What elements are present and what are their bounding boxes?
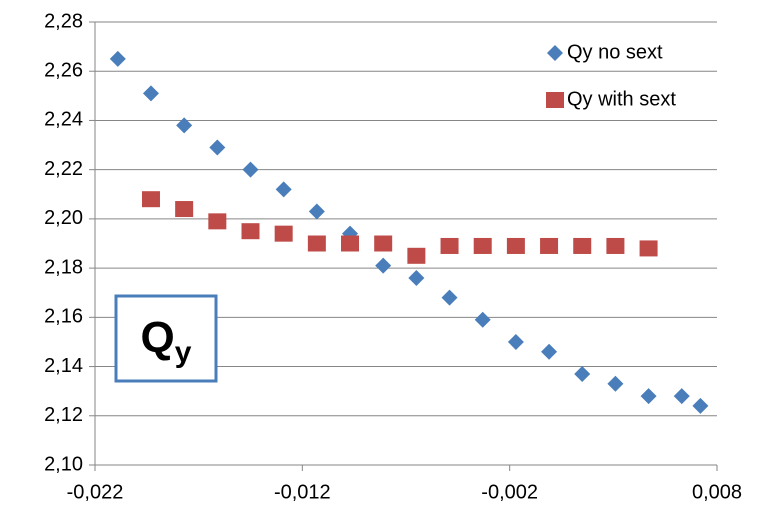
point bbox=[441, 289, 458, 306]
point bbox=[241, 223, 260, 240]
point bbox=[375, 257, 392, 274]
point bbox=[307, 235, 326, 252]
legend-marker bbox=[546, 92, 564, 108]
y-tick-label: 2,26 bbox=[44, 60, 83, 82]
legend-label: Qy no sext bbox=[567, 41, 663, 63]
point bbox=[175, 201, 194, 218]
point bbox=[506, 237, 525, 254]
y-tick-label: 2,16 bbox=[44, 306, 83, 328]
y-tick-label: 2,18 bbox=[44, 256, 83, 278]
annotation-box bbox=[114, 294, 218, 383]
annotation: Qy bbox=[141, 313, 192, 369]
point bbox=[440, 237, 459, 254]
x-tick-label: -0,012 bbox=[274, 481, 331, 503]
point bbox=[141, 191, 160, 208]
point bbox=[308, 203, 325, 220]
y-tick-label: 2,10 bbox=[44, 453, 83, 475]
point bbox=[574, 365, 591, 382]
point bbox=[540, 237, 559, 254]
point bbox=[408, 269, 425, 286]
x-tick-label: -0,002 bbox=[481, 481, 538, 503]
point bbox=[208, 213, 227, 230]
y-tick-label: 2,24 bbox=[44, 109, 83, 131]
point bbox=[275, 181, 292, 198]
point bbox=[692, 397, 709, 414]
point bbox=[606, 237, 625, 254]
point bbox=[573, 237, 592, 254]
point bbox=[673, 388, 690, 405]
legend-marker bbox=[547, 45, 563, 61]
point bbox=[407, 247, 426, 264]
y-tick-label: 2,28 bbox=[44, 10, 83, 32]
x-tick-label: -0,022 bbox=[67, 481, 124, 503]
point bbox=[473, 237, 492, 254]
y-tick-label: 2,22 bbox=[44, 158, 83, 180]
point bbox=[639, 240, 658, 257]
point bbox=[341, 235, 360, 252]
legend-label: Qy with sext bbox=[567, 88, 676, 110]
point bbox=[607, 375, 624, 392]
point bbox=[507, 333, 524, 350]
point bbox=[640, 388, 657, 405]
point bbox=[541, 343, 558, 360]
y-tick-label: 2,20 bbox=[44, 207, 83, 229]
point bbox=[274, 225, 293, 242]
point bbox=[209, 139, 226, 156]
point bbox=[374, 235, 393, 252]
point bbox=[142, 85, 159, 102]
point bbox=[242, 161, 259, 178]
point bbox=[176, 117, 193, 134]
point bbox=[474, 311, 491, 328]
annotation-main: Q bbox=[141, 313, 175, 362]
y-tick-label: 2,12 bbox=[44, 404, 83, 426]
point bbox=[109, 50, 126, 67]
y-tick-label: 2,14 bbox=[44, 355, 83, 377]
annotation-subscript: y bbox=[175, 336, 192, 369]
x-tick-label: 0,008 bbox=[692, 481, 742, 503]
